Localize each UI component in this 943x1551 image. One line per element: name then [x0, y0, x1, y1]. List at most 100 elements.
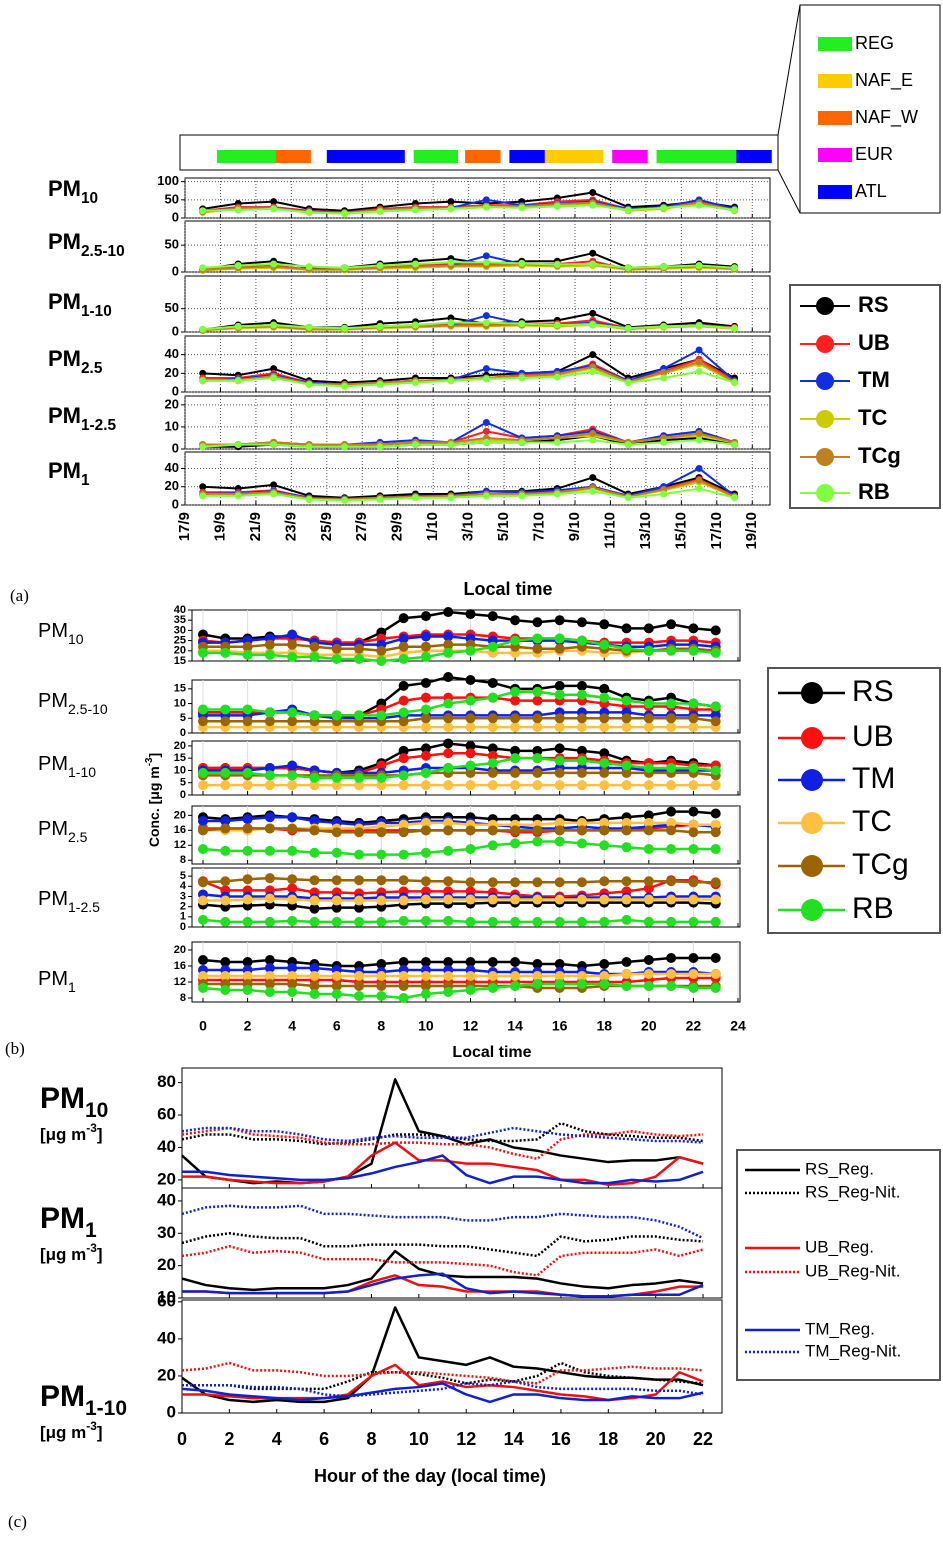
data-point — [688, 969, 699, 979]
data-point — [487, 641, 498, 652]
data-point — [487, 983, 498, 993]
data-point — [443, 957, 454, 967]
data-point — [411, 441, 419, 449]
data-point — [287, 760, 298, 771]
panel-frame — [184, 177, 771, 219]
data-point — [220, 767, 231, 778]
unit-label-part: ] — [97, 1423, 103, 1442]
y-tick-label: 2 — [180, 901, 186, 913]
y-tick-label: 8 — [180, 992, 186, 1004]
panel-label: PM10 — [48, 176, 98, 207]
x-tick-label: 21/9 — [247, 512, 264, 541]
data-point — [376, 981, 387, 991]
data-point — [599, 825, 610, 836]
data-point — [510, 713, 521, 724]
data-point — [599, 971, 610, 981]
data-point — [643, 981, 654, 991]
data-point — [482, 419, 490, 426]
data-point — [532, 836, 543, 847]
data-point — [309, 651, 320, 662]
panel-label-part: PM — [38, 888, 68, 910]
data-point — [398, 957, 409, 967]
x-tick-label: 4 — [288, 1018, 296, 1034]
data-point — [643, 713, 654, 724]
y-axis-title-part: Conc. [μg m — [146, 766, 162, 847]
data-point — [532, 753, 543, 764]
data-point — [666, 916, 677, 927]
data-point — [643, 780, 654, 791]
data-point — [376, 207, 384, 215]
panel-letter: (c) — [8, 1512, 27, 1531]
data-point — [234, 492, 242, 500]
data-point — [710, 983, 721, 993]
data-point — [576, 722, 587, 733]
data-point — [576, 979, 587, 989]
data-point — [688, 713, 699, 724]
data-point — [264, 971, 275, 981]
data-point — [305, 323, 313, 331]
callout — [777, 4, 801, 214]
panel-label-part: 10 — [85, 1099, 108, 1122]
data-point — [576, 916, 587, 927]
data-point — [305, 443, 313, 451]
data-point — [624, 494, 632, 502]
data-point — [264, 987, 275, 997]
data-point — [199, 325, 207, 333]
panel-label: PM1-2.5 — [48, 403, 117, 434]
x-tick-label: 6 — [319, 1429, 329, 1449]
data-point — [518, 259, 526, 267]
data-point — [411, 321, 419, 329]
legend-marker — [801, 769, 823, 791]
series-line — [181, 1244, 704, 1277]
data-point — [354, 827, 365, 838]
data-point — [270, 374, 278, 382]
legend-label: TM — [858, 367, 890, 392]
x-tick-label: 20 — [646, 1429, 666, 1449]
data-point — [264, 763, 275, 773]
panel-label: PM1-10 — [48, 289, 112, 320]
data-point — [621, 695, 632, 706]
x-tick-label: 2 — [244, 1018, 252, 1034]
data-point — [695, 321, 703, 329]
air-mass-label: EUR — [855, 144, 893, 164]
data-point — [443, 971, 454, 981]
x-tick-label: 12 — [463, 1018, 479, 1034]
data-point — [376, 656, 387, 666]
panel-label-part: 2.5 — [68, 829, 88, 845]
data-point — [376, 849, 387, 860]
panel-label-part: PM — [40, 1202, 85, 1235]
x-axis-title: Local time — [452, 1044, 531, 1061]
y-tick-label: 20 — [174, 740, 186, 752]
data-point — [487, 677, 498, 688]
data-point — [589, 430, 597, 438]
data-point — [398, 981, 409, 991]
data-point — [264, 873, 275, 884]
data-point — [643, 698, 654, 709]
data-point — [287, 963, 298, 973]
y-tick-label: 0 — [172, 323, 179, 338]
data-point — [341, 210, 349, 218]
data-point — [198, 716, 208, 727]
data-point — [443, 876, 454, 887]
data-point — [599, 817, 610, 828]
data-point — [643, 645, 654, 656]
legend-marker — [801, 727, 823, 749]
data-point — [621, 817, 632, 828]
air-mass-period — [413, 150, 458, 163]
data-point — [309, 825, 320, 836]
data-point — [576, 971, 587, 981]
data-point — [554, 722, 565, 733]
data-point — [270, 321, 278, 329]
data-point — [487, 758, 498, 769]
data-point — [518, 492, 526, 500]
data-point — [242, 971, 253, 981]
data-point — [553, 260, 561, 268]
panel-label: PM10 — [38, 620, 84, 646]
data-point — [234, 206, 242, 214]
data-point — [354, 895, 365, 906]
data-point — [695, 262, 703, 270]
data-point — [242, 814, 253, 825]
data-point — [443, 780, 454, 791]
legend-label: RS — [858, 292, 889, 317]
data-point — [532, 959, 543, 969]
